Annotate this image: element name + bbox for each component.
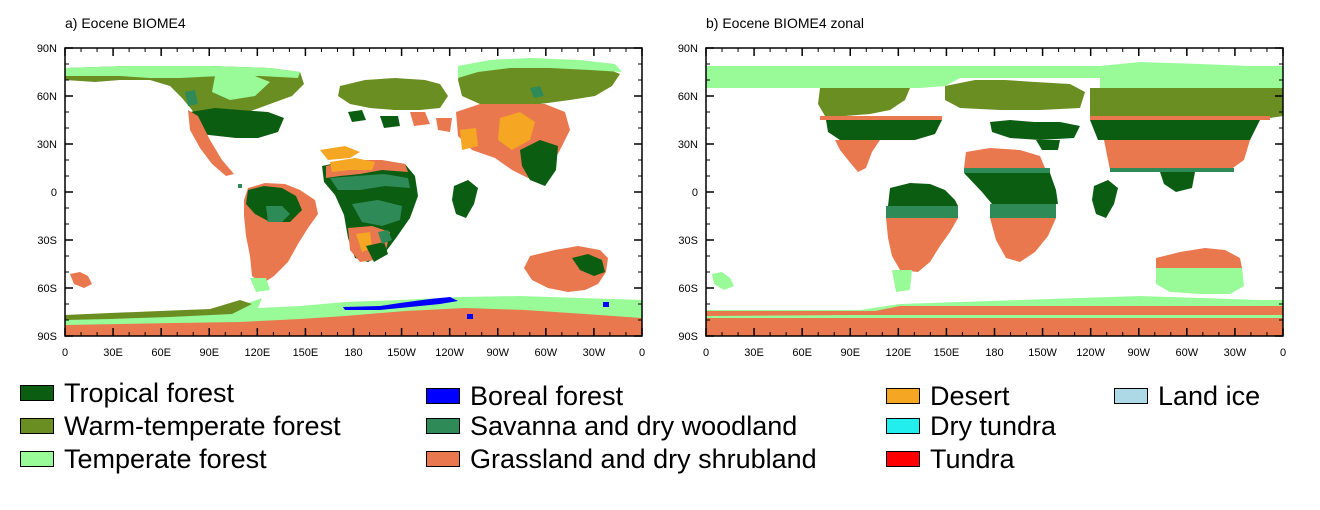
x-tick-label: 90E [199, 347, 219, 359]
panel-a-antarctica [65, 296, 642, 336]
panel-b-map-area [706, 48, 1283, 336]
x-tick-label: 150E [934, 347, 960, 359]
y-tick-label: 90S [37, 331, 57, 343]
x-tick-label: 150W [1028, 347, 1057, 359]
legend-label: Savanna and dry woodland [470, 411, 798, 441]
x-tick-label: 120W [1076, 347, 1105, 359]
legend-label: Dry tundra [930, 411, 1057, 441]
x-tick-label: 90E [840, 347, 860, 359]
x-tick-label: 60W [1176, 347, 1199, 359]
y-tick-label: 0 [51, 187, 57, 199]
panel-a-eurasia [338, 58, 622, 186]
y-tick-label: 30S [678, 235, 698, 247]
x-tick-label: 0 [639, 347, 645, 359]
legend-item-tundra: Tundra [886, 444, 1015, 474]
x-tick-label: 30W [583, 347, 606, 359]
legend-swatch [426, 418, 460, 434]
legend: Tropical forest Warm-temperate forest Te… [20, 378, 1310, 478]
legend-item-desert: Desert [886, 381, 1010, 411]
panel-b-india [1092, 180, 1118, 218]
x-tick-label: 0 [703, 347, 709, 359]
x-tick-label: 150E [293, 347, 319, 359]
legend-swatch [886, 451, 920, 467]
panel-b-africa [964, 148, 1058, 262]
x-tick-label: 60W [535, 347, 558, 359]
x-tick-label: 90W [1127, 347, 1150, 359]
legend-label: Temperate forest [64, 444, 267, 474]
y-tick-label: 60N [37, 91, 57, 103]
x-tick-label: 30E [103, 347, 123, 359]
x-tick-label: 60E [151, 347, 171, 359]
y-tick-label: 30N [37, 139, 57, 151]
x-tick-label: 120E [885, 347, 911, 359]
y-tick-label: 90N [37, 43, 57, 55]
x-tick-label: 120W [435, 347, 464, 359]
panel-a-africa [320, 146, 418, 262]
panel-a: a) Eocene BIOME4 [37, 15, 645, 359]
legend-label: Tundra [930, 444, 1015, 474]
panel-a-title: a) Eocene BIOME4 [65, 15, 186, 31]
legend-label: Boreal forest [470, 381, 624, 411]
panel-b-ticks: 0 30E 60E 90E 120E 150E 180 150W 120W 90W 60W 30W 09… [678, 43, 1286, 359]
legend-item-land-ice: Land ice [1114, 381, 1260, 411]
panel-b-north-america [706, 66, 1283, 172]
legend-item-warm-temperate-forest: Warm-temperate forest [20, 411, 341, 441]
x-tick-label: 30E [744, 347, 764, 359]
legend-swatch [20, 385, 54, 401]
legend-swatch [20, 451, 54, 467]
panel-a-map-area [65, 48, 642, 336]
panel-b-title: b) Eocene BIOME4 zonal [706, 15, 864, 31]
legend-swatch [426, 451, 460, 467]
x-tick-label: 0 [1280, 347, 1286, 359]
y-tick-label: 0 [692, 187, 698, 199]
panel-a-new-zealand [70, 272, 92, 288]
x-tick-label: 180 [344, 347, 362, 359]
legend-label: Warm-temperate forest [64, 411, 341, 441]
map-figure: a) Eocene BIOME4 [37, 15, 1286, 359]
x-tick-label: 90W [486, 347, 509, 359]
x-tick-label: 180 [985, 347, 1003, 359]
x-tick-label: 120E [244, 347, 270, 359]
y-tick-label: 60S [37, 283, 57, 295]
x-tick-label: 0 [62, 347, 68, 359]
legend-swatch [426, 388, 460, 404]
legend-item-temperate-forest: Temperate forest [20, 444, 267, 474]
panel-b-new-zealand [712, 272, 734, 290]
y-tick-label: 90N [678, 43, 698, 55]
y-tick-label: 30S [37, 235, 57, 247]
panel-a-south-america [244, 183, 318, 292]
legend-label: Grassland and dry shrubland [470, 444, 817, 474]
panel-a-north-america [65, 66, 304, 188]
legend-item-grassland-and-dry-shrubland: Grassland and dry shrubland [426, 444, 817, 474]
legend-item-boreal-forest: Boreal forest [426, 381, 623, 411]
y-tick-label: 90S [678, 331, 698, 343]
x-tick-label: 30W [1224, 347, 1247, 359]
legend-item-dry-tundra: Dry tundra [886, 411, 1056, 441]
panel-b-australia [1156, 248, 1244, 294]
panel-b-eurasia [945, 62, 1283, 192]
legend-swatch [886, 388, 920, 404]
legend-item-tropical-forest: Tropical forest [20, 378, 234, 408]
legend-swatch [1114, 388, 1148, 404]
legend-swatch [886, 418, 920, 434]
y-tick-label: 60N [678, 91, 698, 103]
y-tick-label: 60S [678, 283, 698, 295]
y-tick-label: 30N [678, 139, 698, 151]
panel-a-india [452, 180, 478, 218]
panel-a-australia [524, 246, 608, 292]
panel-a-ticks: 0 30E 60E 90E 120E 150E 180 150W 120W 90W 60W 30W 09… [37, 43, 645, 359]
x-tick-label: 60E [792, 347, 812, 359]
legend-label: Land ice [1158, 381, 1261, 411]
legend-label: Tropical forest [64, 378, 235, 408]
panel-b-south-america [886, 183, 958, 292]
legend-swatch [20, 418, 54, 434]
x-tick-label: 150W [387, 347, 416, 359]
legend-item-savanna-and-dry-woodland: Savanna and dry woodland [426, 411, 797, 441]
legend-label: Desert [930, 381, 1010, 411]
panel-b: b) Eocene BIOME4 zonal [678, 15, 1286, 359]
